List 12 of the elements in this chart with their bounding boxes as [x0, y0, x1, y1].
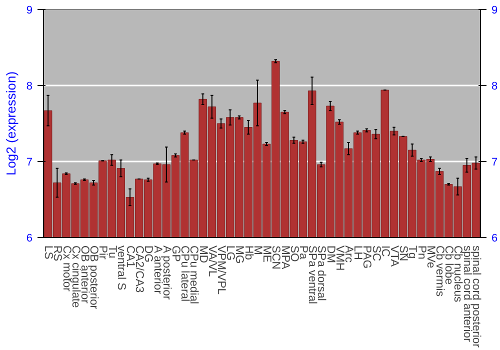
y2-tick-label: 9 [492, 4, 498, 16]
x-tick-label: LS [42, 246, 54, 260]
x-tick-label: Tg [406, 246, 418, 259]
y2-tick-label: 6 [492, 232, 498, 244]
y-tick-label: 9 [26, 4, 33, 16]
y2-tick-label: 7 [492, 156, 498, 168]
y-tick-label: 7 [26, 156, 33, 168]
y-axis-title: Log2 (expression) [3, 71, 18, 176]
y2-tick-label: 8 [492, 80, 498, 92]
y-tick-label: 6 [26, 232, 33, 244]
x-tick-label: spinal cord anterior [460, 246, 473, 342]
y-tick-label: 8 [26, 80, 33, 92]
